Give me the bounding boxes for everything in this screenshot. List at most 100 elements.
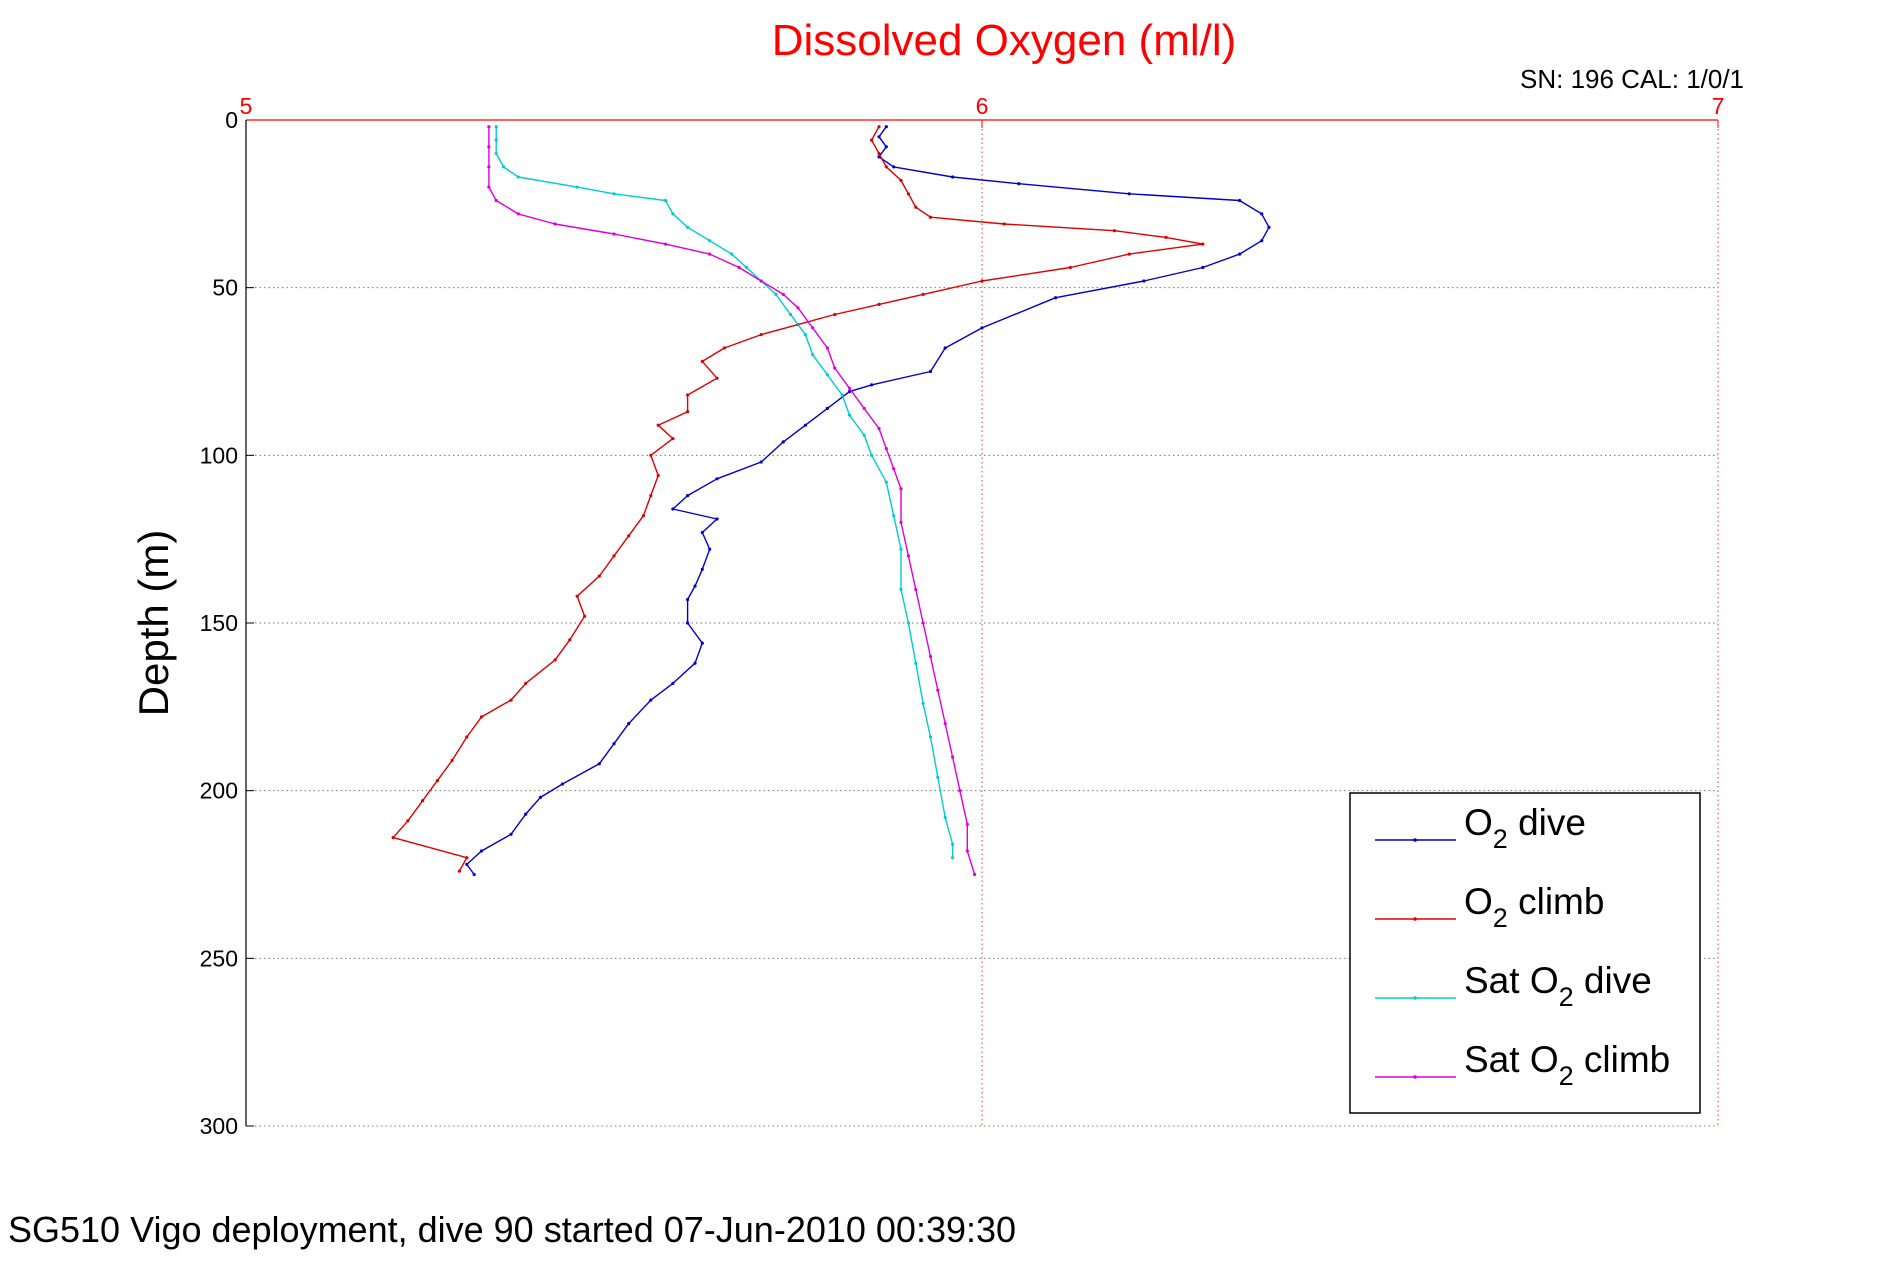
data-point [811,353,815,357]
data-point [1127,252,1131,256]
data-point [737,265,741,270]
axes: 0 50 100 150 200 250 300 5 6 7 [200,93,1725,1139]
data-point [686,225,690,229]
data-point [479,849,484,853]
legend-marker [1413,996,1417,1000]
data-point [781,292,785,296]
legend-label: O2 climb [1464,881,1604,933]
data-point [951,755,955,759]
data-point [811,326,815,330]
data-point [575,594,579,598]
data-point [951,175,955,179]
data-point [612,742,616,746]
legend-box [1349,792,1701,1114]
calibration-annotation: SN: 196 CAL: 1/0/1 [1520,64,1744,94]
data-point [671,212,675,216]
data-point [700,530,704,535]
data-point [921,701,925,706]
data-point [583,614,587,618]
data-point [575,185,579,189]
data-point [951,842,955,846]
data-point [862,433,866,437]
data-point [686,410,690,414]
data-point [1201,242,1205,246]
data-point [1238,252,1242,256]
data-point [722,346,727,350]
data-point [906,554,911,558]
data-point [494,151,498,156]
legend-label: Sat O2 climb [1464,1039,1670,1091]
data-point [516,175,520,179]
data-point [487,125,491,129]
data-point [641,514,646,518]
data-point [472,872,476,877]
legend: O2 dive O2 climb Sat O2 dive Sat O2 climb [1349,792,1701,1114]
legend-marker [1413,838,1417,842]
data-point [921,292,925,296]
data-point [965,822,969,826]
y-tick-label: 150 [200,610,238,636]
data-point [899,178,903,182]
data-point [700,641,704,645]
deployment-caption: SG510 Vigo deployment, dive 90 started 0… [8,1209,1016,1250]
series-sat-o2-dive [494,125,955,860]
data-point [663,242,668,246]
data-point [781,440,785,444]
data-point [1068,265,1072,270]
data-point [708,252,712,256]
data-point [1267,225,1271,229]
data-point [914,205,918,209]
data-point [759,333,763,337]
data-point [656,473,660,478]
data-point [450,758,454,763]
data-point [825,406,830,410]
data-point [928,369,933,374]
data-point [877,426,881,431]
data-point [833,312,837,317]
data-point [914,661,918,665]
data-point [649,698,653,702]
data-point [759,460,763,464]
data-point [553,658,557,662]
legend-marker [1413,1075,1417,1079]
data-point [487,145,491,149]
data-point [789,312,793,317]
data-point [671,681,675,686]
data-point [877,151,881,156]
data-point [921,621,925,625]
data-point [516,212,520,216]
data-point [803,333,808,337]
legend-label: O2 dive [1464,802,1586,854]
data-point [965,849,969,853]
data-point [509,698,513,702]
data-point [494,125,498,129]
data-point [980,326,984,330]
data-point [1002,222,1006,226]
y-tick-label: 300 [200,1113,238,1139]
data-point [671,507,675,511]
data-point [627,722,631,726]
data-point [700,359,704,363]
data-point [892,467,896,471]
data-point [656,423,660,427]
series-o2-dive [465,125,1271,877]
data-point [553,222,557,226]
data-point [435,779,439,783]
data-point [884,447,888,451]
data-point [730,252,734,256]
data-point [1017,182,1021,186]
legend-label: Sat O2 dive [1464,960,1652,1012]
data-point [870,453,874,457]
data-point [494,138,498,142]
series-layer [391,125,1271,877]
series-sat-o2-climb [487,125,977,877]
data-point [943,722,947,726]
data-point [884,145,888,149]
data-point [840,393,844,397]
data-point [899,547,903,551]
y-axis-label: Depth (m) [130,530,177,717]
data-point [899,520,903,525]
data-point [1201,265,1205,270]
data-point [693,584,697,588]
